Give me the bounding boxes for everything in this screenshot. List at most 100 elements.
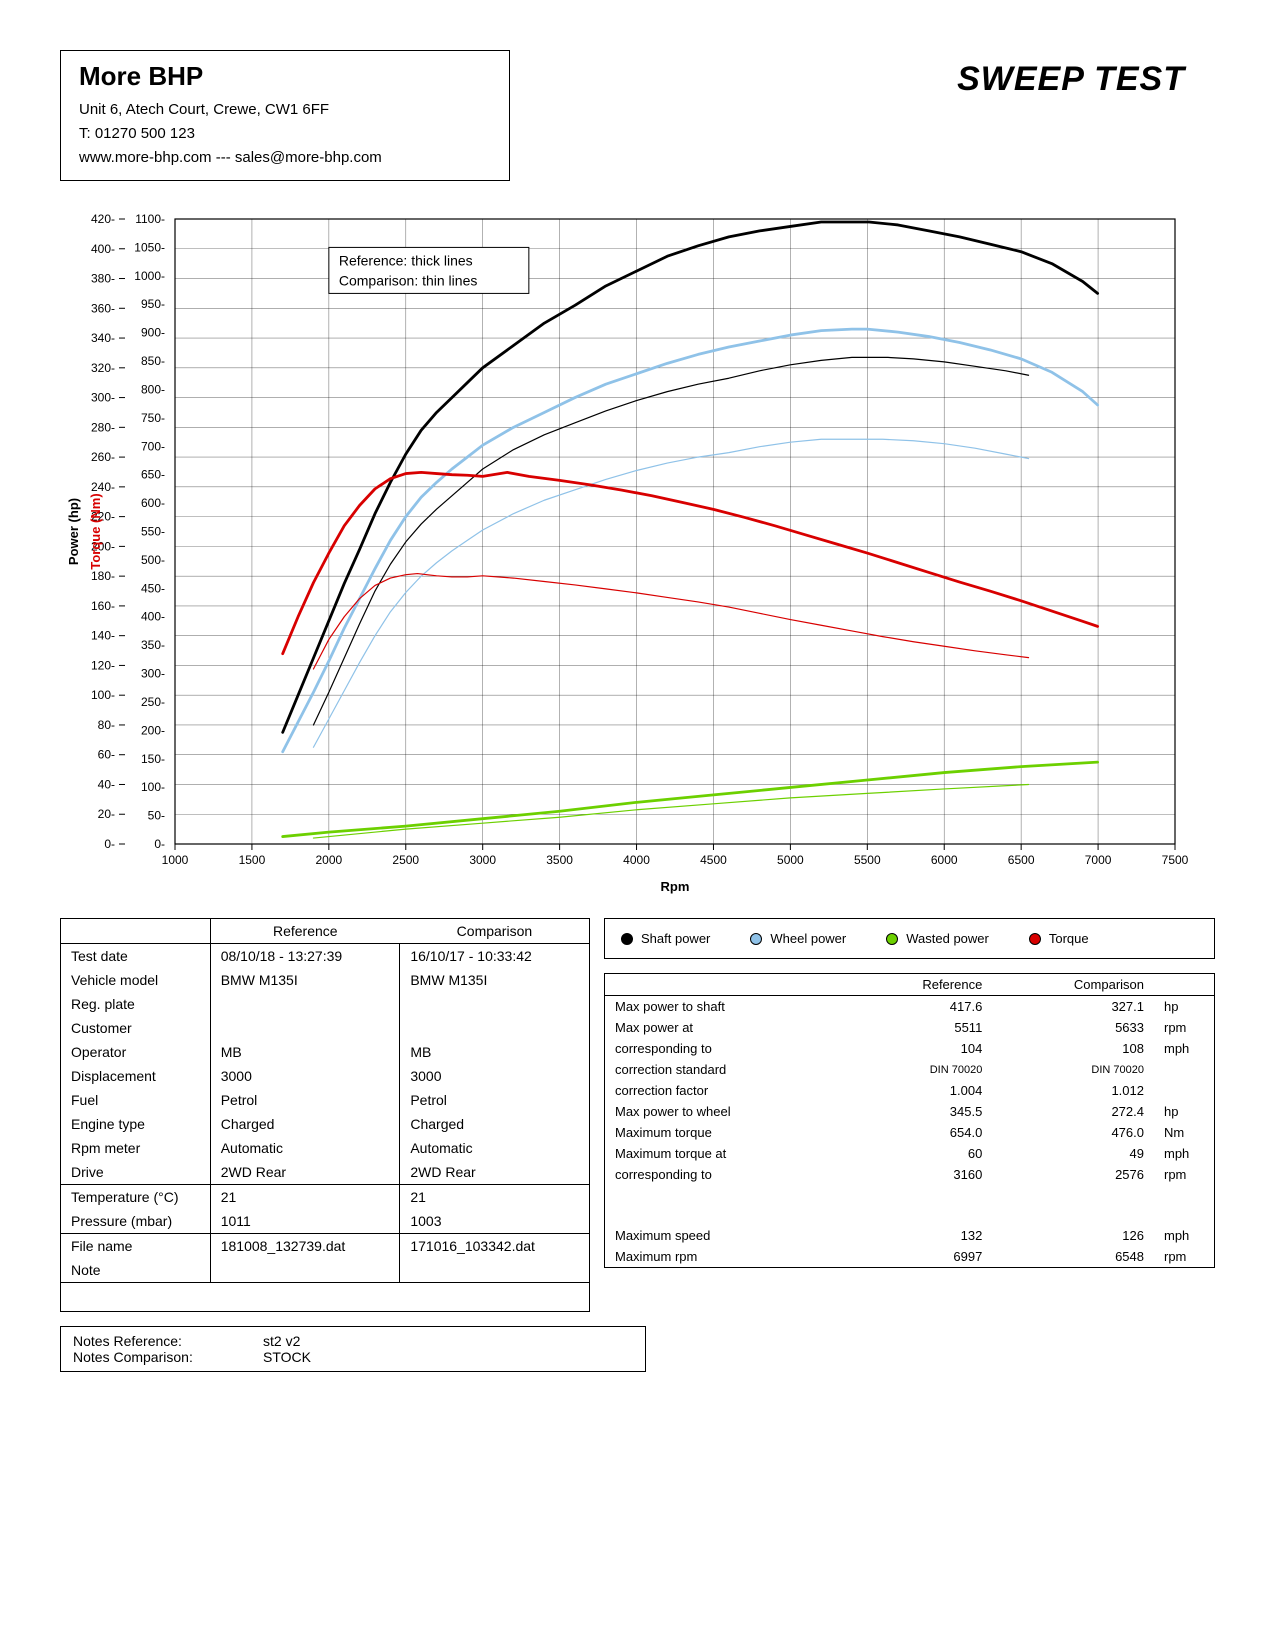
svg-text:100-: 100- [141,780,165,794]
series-torque_ref [283,472,1098,653]
svg-text:120-: 120- [91,658,115,672]
stats-label: Max power at [605,1017,849,1038]
stats-unit: mph [1154,1143,1215,1164]
series-wasted_cmp [313,784,1028,838]
svg-text:Power (hp): Power (hp) [66,498,81,565]
svg-text:400-: 400- [141,610,165,624]
svg-text:200-: 200- [141,723,165,737]
info-cell: Automatic [210,1136,400,1160]
stats-ref: 1.004 [849,1080,993,1101]
svg-text:700-: 700- [141,439,165,453]
svg-text:900-: 900- [141,326,165,340]
stats-cmp: 1.012 [992,1080,1154,1101]
svg-text:600-: 600- [141,496,165,510]
stats-ref: 60 [849,1143,993,1164]
svg-text:260-: 260- [91,450,115,464]
info-cell [210,1258,400,1283]
stats-cmp: 49 [992,1143,1154,1164]
legend-item: Wheel power [750,931,846,946]
series-wheel_cmp [313,439,1028,747]
stats-header: Reference [849,974,993,996]
stats-unit: rpm [1154,1246,1215,1268]
stats-label: Maximum torque [605,1122,849,1143]
svg-text:250-: 250- [141,695,165,709]
stats-cmp: 108 [992,1038,1154,1059]
info-cell [210,992,400,1016]
svg-text:50-: 50- [148,809,165,823]
series-wasted_ref [283,762,1098,836]
info-cell: 2WD Rear [400,1160,590,1185]
info-cell: Fuel [61,1088,211,1112]
stats-table: ReferenceComparisonMax power to shaft417… [604,973,1215,1268]
stats-unit [1154,1059,1215,1080]
svg-text:500-: 500- [141,553,165,567]
svg-text:100-: 100- [91,688,115,702]
info-cell [400,1016,590,1040]
svg-text:Comparison: thin lines: Comparison: thin lines [339,272,478,288]
info-cell: Engine type [61,1112,211,1136]
info-cell: Test date [61,944,211,969]
svg-text:240-: 240- [91,480,115,494]
svg-text:150-: 150- [141,752,165,766]
svg-text:5000: 5000 [777,853,804,867]
stats-label: corresponding to [605,1038,849,1059]
info-cell: Vehicle model [61,968,211,992]
legend-dot-icon [1029,933,1041,945]
info-cell: 181008_132739.dat [210,1234,400,1259]
stats-unit: mph [1154,1038,1215,1059]
company-name: More BHP [79,61,491,92]
chart-svg: 1000150020002500300035004000450050005500… [60,199,1215,899]
series-wheel_ref [283,329,1098,752]
stats-unit: rpm [1154,1164,1215,1185]
legend-dot-icon [621,933,633,945]
company-address: Unit 6, Atech Court, Crewe, CW1 6FF [79,98,491,122]
stats-ref [849,1205,993,1225]
stats-label: Maximum torque at [605,1143,849,1164]
stats-ref: 132 [849,1225,993,1246]
stats-unit [1154,1205,1215,1225]
svg-text:0-: 0- [154,837,165,851]
stats-unit: hp [1154,1101,1215,1122]
stats-ref: 5511 [849,1017,993,1038]
info-cell: 1011 [210,1209,400,1234]
stats-unit: mph [1154,1225,1215,1246]
stats-ref: 6997 [849,1246,993,1268]
header: More BHP Unit 6, Atech Court, Crewe, CW1… [60,50,1215,181]
stats-unit [1154,1080,1215,1101]
info-cell: 21 [400,1185,590,1210]
info-cell: Charged [210,1112,400,1136]
svg-text:750-: 750- [141,411,165,425]
legend-label: Wasted power [906,931,989,946]
info-cell [400,1258,590,1283]
stats-label: correction standard [605,1059,849,1080]
svg-text:4500: 4500 [700,853,727,867]
stats-cmp: 327.1 [992,996,1154,1018]
info-cell: Drive [61,1160,211,1185]
stats-cmp: 2576 [992,1164,1154,1185]
info-cell: Note [61,1258,211,1283]
svg-text:850-: 850- [141,354,165,368]
info-cell: 1003 [400,1209,590,1234]
stats-cmp [992,1185,1154,1205]
notes-box: Notes Reference: st2 v2 Notes Comparison… [60,1326,646,1372]
info-cell: Petrol [210,1088,400,1112]
svg-text:420-: 420- [91,212,115,226]
info-cell: 3000 [400,1064,590,1088]
svg-text:650-: 650- [141,468,165,482]
svg-text:0-: 0- [104,837,115,851]
company-box: More BHP Unit 6, Atech Court, Crewe, CW1… [60,50,510,181]
series-torque_cmp [313,574,1028,669]
svg-text:1050-: 1050- [134,240,165,254]
legend-dot-icon [750,933,762,945]
company-web: www.more-bhp.com --- sales@more-bhp.com [79,146,491,170]
svg-text:280-: 280- [91,420,115,434]
report-title: SWEEP TEST [957,60,1185,99]
info-header: Comparison [400,919,590,944]
info-cell: 16/10/17 - 10:33:42 [400,944,590,969]
stats-ref: 654.0 [849,1122,993,1143]
info-header [61,919,211,944]
dyno-chart: 1000150020002500300035004000450050005500… [60,199,1215,904]
info-cell: 3000 [210,1064,400,1088]
info-header: Reference [210,919,400,944]
legend-label: Shaft power [641,931,710,946]
